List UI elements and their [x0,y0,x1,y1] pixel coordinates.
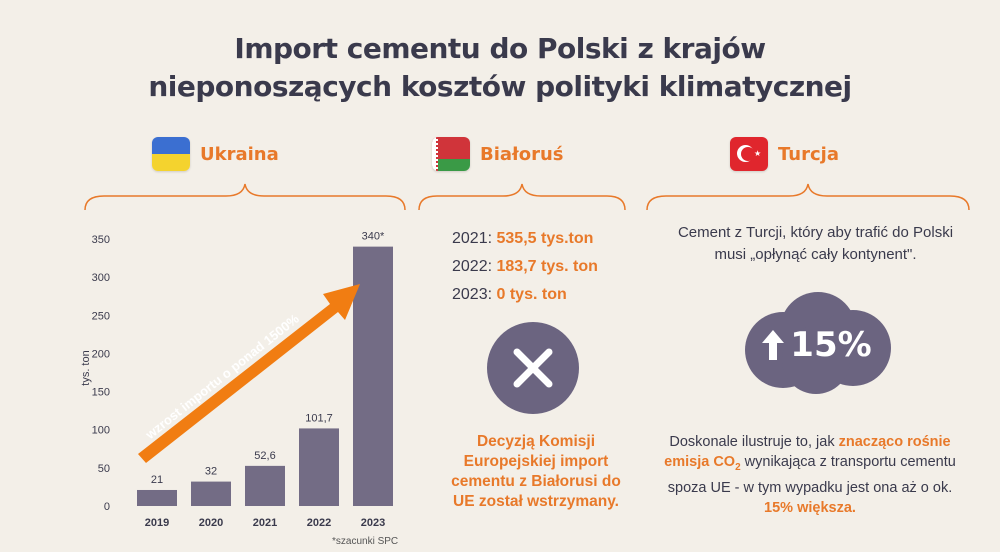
desc-part-1: Doskonale ilustruje to, jak [669,434,839,450]
bar-value-label: 32 [205,466,217,478]
belarus-years-list: 2021: 535,5 tys.ton 2022: 183,7 tys. ton… [452,230,598,314]
y-tick-label: 350 [92,234,110,246]
footnote: *szacunki SPC [332,536,399,547]
cloud-percent: 15% [790,325,872,365]
belarus-year-row: 2021: 535,5 tys.ton [452,230,598,248]
desc-highlight-1: znacząco rośnie emisja CO2 [664,434,951,473]
y-tick-label: 300 [92,272,110,284]
turkey-description: Doskonale ilustruje to, jak znacząco roś… [660,432,960,518]
value: 0 tys. ton [496,286,567,303]
y-tick-label: 150 [92,387,110,399]
belarus-header: Białoruś [432,137,564,171]
x-tick-label: 2023 [361,517,385,529]
desc-highlight-2: 15% większa. [764,499,856,516]
x-tick-label: 2019 [145,517,169,529]
year: 2023: [452,286,493,303]
turkey-intro-line-2: musi „opłynąć cały kontynent". [714,246,917,263]
year: 2021: [452,230,493,247]
turkey-intro-line-1: Cement z Turcji, który aby trafić do Pol… [677,224,954,241]
bar-value-label: 340* [362,231,385,243]
y-tick-label: 250 [92,310,110,322]
desc-part-2: wynikająca z transportu cementu spoza UE… [667,454,956,496]
turkey-flag-icon: ★ [730,137,768,171]
ukraine-brace [84,183,406,211]
bar-2021 [245,465,285,506]
arrow-up-icon [762,330,785,360]
bar-value-label: 101,7 [305,412,333,424]
ukraine-import-chart: tys. ton 0 50 100 150 200 250 300 350 21 32 52,6 1… [80,231,393,529]
belarus-year-row: 2022: 183,7 tys. ton [452,258,598,276]
title-line-2: nieponoszących kosztów polityki klimatyc… [148,70,852,103]
belarus-brace [418,183,626,211]
bar-value-label: 52,6 [254,450,275,462]
value: 183,7 tys. ton [496,258,598,275]
turkey-label: Turcja [778,143,839,165]
bar-2023 [353,246,393,506]
x-tick-label: 2022 [307,517,331,529]
growth-arrow [138,284,360,463]
ukraine-flag-icon [152,137,190,171]
growth-annotation: wzrost importu o ponad 1500% [142,311,302,443]
turkey-brace [646,183,970,211]
title-line-1: Import cementu do Polski z krajów [234,32,766,65]
ukraine-label: Ukraina [200,143,279,165]
bar-2019 [137,489,177,506]
desc-highlight-1-text: znacząco rośnie emisja CO [664,434,951,470]
y-tick-label: 100 [92,425,110,437]
y-tick-label: 50 [98,463,110,475]
x-tick-label: 2020 [199,517,223,529]
bar-2022 [299,428,339,506]
belarus-decision-text: Decyzją Komisji Europejskiej import ceme… [451,433,621,510]
page-title: Import cementu do Polski z krajów niepon… [0,30,1000,106]
belarus-year-row: 2023: 0 tys. ton [452,286,598,304]
bar-2020 [191,481,231,506]
y-tick-label: 0 [104,501,110,513]
ukraine-header: Ukraina [152,137,279,171]
belarus-flag-icon [432,137,470,171]
y-tick-label: 200 [92,348,110,360]
value: 535,5 tys.ton [496,230,594,247]
turkey-intro: Cement z Turcji, który aby trafić do Pol… [668,222,963,266]
desc-subscript: 2 [735,461,741,473]
cloud-value: 15% [748,325,886,365]
x-icon [487,322,579,414]
turkey-header: ★ Turcja [730,137,839,171]
year: 2022: [452,258,493,275]
x-tick-label: 2021 [253,517,277,529]
cloud-shape [745,292,891,394]
belarus-label: Białoruś [480,143,564,165]
y-axis-label: tys. ton [80,350,92,385]
bar-value-label: 21 [151,474,163,486]
